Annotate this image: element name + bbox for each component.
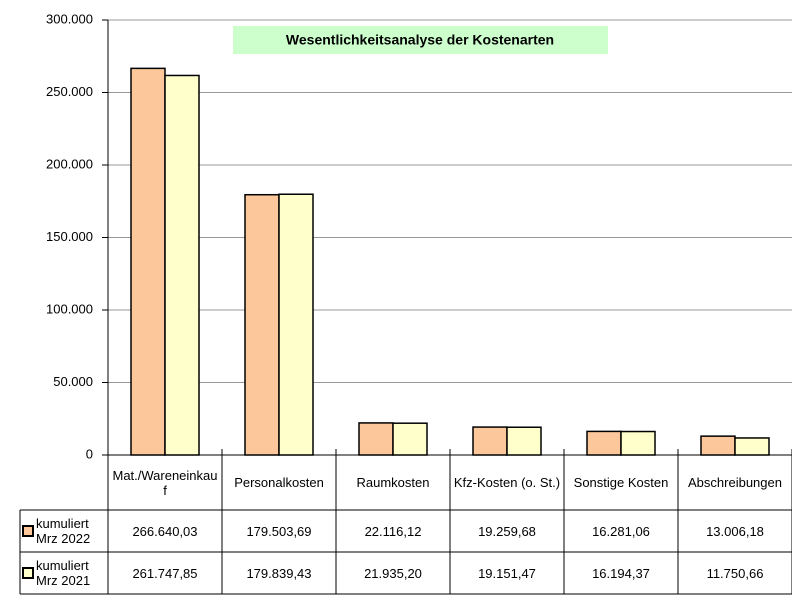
bar xyxy=(472,426,508,456)
x-tick-label: Kfz-Kosten (o. St.) xyxy=(453,475,561,490)
chart-title: Wesentlichkeitsanalyse der Kostenarten xyxy=(286,32,554,48)
bar xyxy=(700,435,736,456)
x-tick-label: Personalkosten xyxy=(234,475,324,490)
x-tick-label: Sonstige Kosten xyxy=(573,475,669,490)
y-tick-label: 50.000 xyxy=(53,374,93,389)
table-value: 16.194,37 xyxy=(592,565,650,581)
y-tick-label: 300.000 xyxy=(46,11,93,26)
x-tick-label: Mat./Wareneinkauf xyxy=(112,467,218,498)
legend-label: kumuliert Mrz 2021 xyxy=(36,558,91,588)
y-tick-label: 100.000 xyxy=(46,301,93,316)
table-value: 22.116,12 xyxy=(364,523,422,539)
legend-entry: kumuliert Mrz 2021 xyxy=(22,552,106,594)
table-value: 16.281,06 xyxy=(592,523,650,539)
bar xyxy=(734,437,770,456)
bar xyxy=(164,74,200,456)
table-value: 261.747,85 xyxy=(132,565,198,581)
table-value: 13.006,18 xyxy=(706,523,764,539)
y-tick-label: 250.000 xyxy=(46,84,93,99)
x-tick-label: Raumkosten xyxy=(356,475,430,490)
bar xyxy=(506,426,542,456)
bar xyxy=(392,422,428,456)
table-value: 179.839,43 xyxy=(246,565,312,581)
y-tick-label: 150.000 xyxy=(46,229,93,244)
bar xyxy=(130,67,166,456)
bar xyxy=(358,422,394,456)
legend-label: kumuliert Mrz 2022 xyxy=(36,516,91,546)
table-value: 11.750,66 xyxy=(706,565,764,581)
x-tick-label: Abschreibungen xyxy=(688,475,782,490)
bar xyxy=(278,193,314,456)
legend-swatch xyxy=(22,525,34,537)
table-value: 266.640,03 xyxy=(132,523,198,539)
bar xyxy=(620,430,656,456)
bar xyxy=(244,193,280,456)
bar xyxy=(586,430,622,456)
table-value: 21.935,20 xyxy=(364,565,422,581)
legend-swatch xyxy=(22,567,34,579)
title-box xyxy=(233,26,608,54)
table-value: 19.259,68 xyxy=(478,523,536,539)
legend-entry: kumuliert Mrz 2022 xyxy=(22,510,106,552)
table-value: 179.503,69 xyxy=(246,523,312,539)
y-tick-label: 0 xyxy=(86,446,93,461)
table-value: 19.151,47 xyxy=(478,565,536,581)
y-tick-label: 200.000 xyxy=(46,156,93,171)
